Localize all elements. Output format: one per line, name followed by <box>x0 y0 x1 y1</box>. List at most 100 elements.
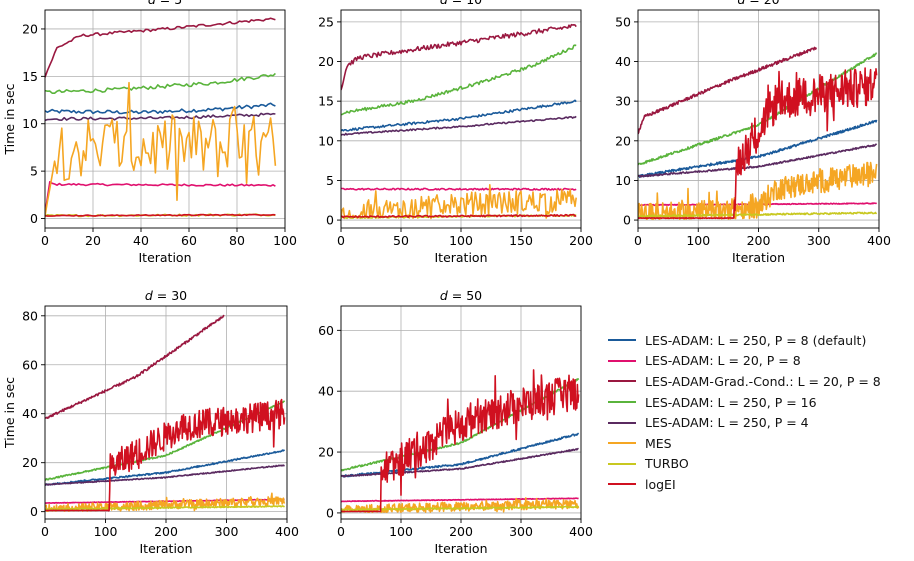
series-group <box>638 46 878 221</box>
series-line <box>638 67 878 220</box>
series-group <box>45 314 286 513</box>
x-tick-label: 200 <box>449 524 473 539</box>
x-tick-label: 100 <box>273 233 297 248</box>
legend-label: LES-ADAM-Grad.-Cond.: L = 20, P = 8 <box>645 373 881 389</box>
series-line <box>45 72 276 94</box>
legend-item: MES <box>608 433 908 454</box>
y-tick-label: 30 <box>615 94 631 109</box>
y-tick-label: 60 <box>22 357 38 372</box>
series-group <box>45 17 277 218</box>
legend-swatch <box>608 339 636 342</box>
series-line <box>45 498 285 505</box>
y-tick-label: 20 <box>22 455 38 470</box>
series-line <box>45 449 286 486</box>
y-tick-label: 20 <box>318 445 334 460</box>
x-axis-label: Iteration <box>139 541 192 556</box>
y-tick-label: 80 <box>22 308 38 323</box>
legend-label: LES-ADAM: L = 20, P = 8 <box>645 353 801 369</box>
y-tick-label: 40 <box>318 384 334 399</box>
y-axis-label: Time in sec <box>2 377 17 449</box>
x-tick-label: 200 <box>569 233 593 248</box>
x-tick-label: 0 <box>634 233 642 248</box>
x-tick-label: 400 <box>867 233 891 248</box>
x-tick-label: 0 <box>41 524 49 539</box>
x-tick-label: 60 <box>181 233 197 248</box>
x-tick-label: 200 <box>154 524 178 539</box>
y-tick-label: 10 <box>22 116 38 131</box>
series-line <box>638 46 818 135</box>
x-axis-label: Iteration <box>138 250 191 265</box>
legend-label: LES-ADAM: L = 250, P = 4 <box>645 415 809 431</box>
legend-label: LES-ADAM: L = 250, P = 16 <box>645 394 817 410</box>
series-line <box>341 213 577 219</box>
x-tick-label: 50 <box>393 233 409 248</box>
series-line <box>45 112 276 122</box>
y-tick-label: 0 <box>623 213 631 228</box>
series-line <box>341 187 577 191</box>
series-line <box>638 119 878 179</box>
legend-label: TURBO <box>645 456 689 472</box>
legend-swatch <box>608 483 636 486</box>
legend-swatch <box>608 380 636 383</box>
axes-frame <box>44 9 286 229</box>
legend-item: logEI <box>608 474 908 495</box>
legend-swatch <box>608 401 636 404</box>
legend-item: LES-ADAM: L = 20, P = 8 <box>608 351 908 372</box>
y-tick-label: 10 <box>615 173 631 188</box>
series-line <box>45 398 286 512</box>
y-tick-label: 5 <box>30 164 38 179</box>
series-group <box>341 23 577 220</box>
x-tick-label: 40 <box>133 233 149 248</box>
legend-label: LES-ADAM: L = 250, P = 8 (default) <box>645 332 867 348</box>
y-tick-label: 20 <box>318 54 334 69</box>
legend-swatch <box>608 421 636 424</box>
subplot-title: d = 50 <box>440 288 482 303</box>
legend-item: LES-ADAM: L = 250, P = 4 <box>608 412 908 433</box>
series-line <box>638 143 878 178</box>
legend-swatch <box>608 462 636 465</box>
x-tick-label: 400 <box>569 524 593 539</box>
x-tick-label: 300 <box>807 233 831 248</box>
series-line <box>45 81 277 217</box>
x-tick-label: 100 <box>94 524 118 539</box>
x-tick-label: 0 <box>337 233 345 248</box>
series-line <box>341 23 577 91</box>
legend-item: LES-ADAM: L = 250, P = 16 <box>608 392 908 413</box>
y-tick-label: 0 <box>30 504 38 519</box>
x-tick-label: 100 <box>686 233 710 248</box>
y-tick-label: 5 <box>326 173 334 188</box>
series-line <box>45 181 276 214</box>
y-tick-label: 40 <box>615 54 631 69</box>
legend-item: LES-ADAM-Grad.-Cond.: L = 20, P = 8 <box>608 371 908 392</box>
y-tick-label: 15 <box>22 69 38 84</box>
series-line <box>45 314 225 420</box>
x-axis-label: Iteration <box>434 250 487 265</box>
x-tick-label: 0 <box>41 233 49 248</box>
y-axis-label: Time in sec <box>2 83 17 155</box>
series-line <box>45 17 276 78</box>
subplot-d10: 0 50 100 150 200 0 5 10 15 20 25 Iteration d = 10 <box>318 0 593 265</box>
x-tick-label: 150 <box>509 233 533 248</box>
series-line <box>45 505 285 511</box>
series-group <box>341 369 580 514</box>
x-tick-label: 100 <box>449 233 473 248</box>
series-line <box>341 99 577 132</box>
y-tick-label: 15 <box>318 94 334 109</box>
y-tick-label: 60 <box>318 323 334 338</box>
series-line <box>341 369 580 513</box>
legend-item: TURBO <box>608 454 908 475</box>
y-tick-label: 25 <box>318 14 334 29</box>
legend-label: MES <box>645 435 672 451</box>
legend-label: logEI <box>645 476 676 492</box>
legend-item: LES-ADAM: L = 250, P = 8 (default) <box>608 330 908 351</box>
subplot-title: d = 5 <box>148 0 182 7</box>
x-tick-label: 300 <box>215 524 239 539</box>
series-line <box>45 464 285 486</box>
subplot-d30: 0 100 200 300 400 0 20 40 60 80 Iteration Time in s… <box>2 288 299 556</box>
legend-swatch <box>608 359 636 362</box>
x-tick-label: 0 <box>337 524 345 539</box>
x-tick-label: 20 <box>85 233 101 248</box>
subplot-title: d = 10 <box>440 0 482 7</box>
series-line <box>341 115 577 136</box>
